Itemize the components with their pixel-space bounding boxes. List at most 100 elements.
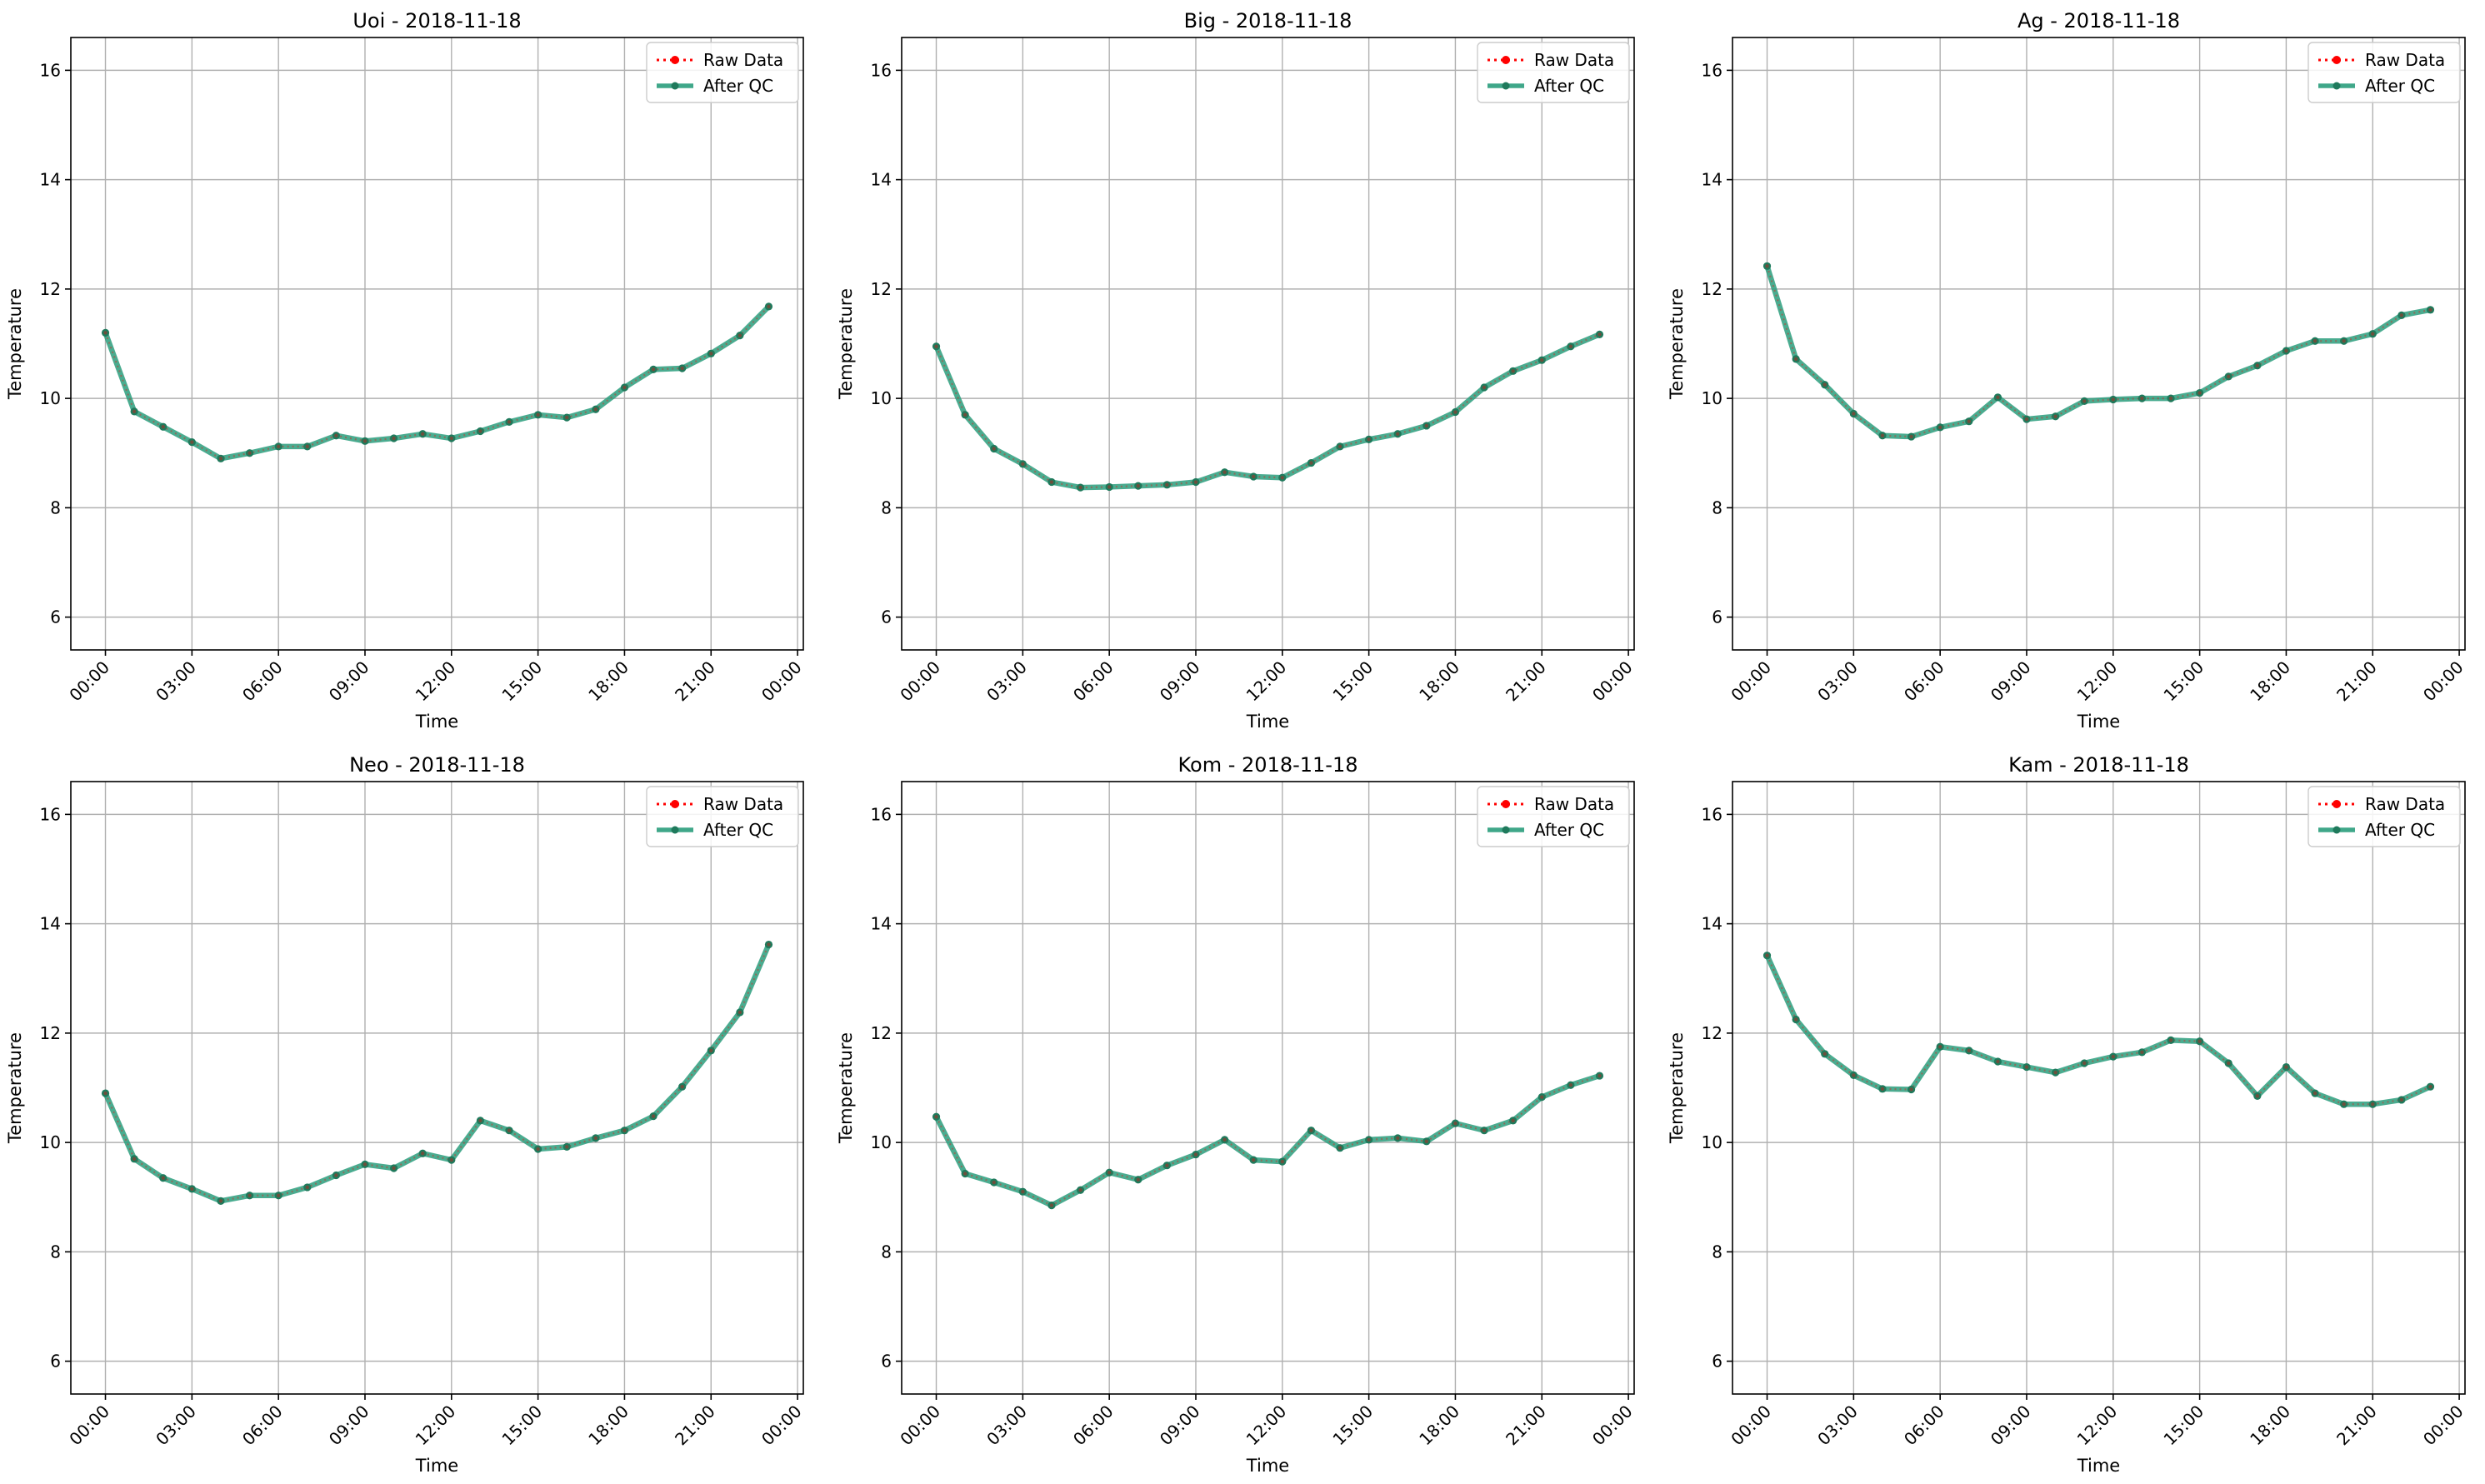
- y-tick-label: 10: [40, 1132, 61, 1152]
- data-point-after-qc: [1451, 407, 1460, 417]
- axes-frame: [1732, 781, 2466, 1395]
- x-tick-label: 21:00: [1502, 1402, 1550, 1450]
- data-point-raw-data: [1021, 1189, 1025, 1194]
- y-tick-label: 16: [40, 804, 61, 824]
- data-point-raw-data: [2168, 396, 2173, 401]
- data-point-raw-data: [2284, 348, 2288, 353]
- data-point-raw-data: [449, 436, 454, 441]
- data-point-after-qc: [2282, 1062, 2291, 1072]
- data-point-raw-data: [1568, 344, 1573, 348]
- data-point-raw-data: [1165, 482, 1169, 487]
- legend-label-after-qc: After QC: [703, 820, 773, 840]
- data-point-after-qc: [1993, 393, 2002, 402]
- legend-label-after-qc: After QC: [2365, 76, 2435, 96]
- data-point-raw-data: [680, 1084, 684, 1089]
- data-point-after-qc: [1162, 1162, 1171, 1170]
- data-point-raw-data: [709, 352, 713, 356]
- data-point-after-qc: [361, 437, 369, 445]
- data-point-after-qc: [2282, 347, 2291, 355]
- data-point-after-qc: [1792, 355, 1800, 363]
- data-point-raw-data: [992, 1180, 996, 1185]
- y-axis-label: Temperature: [1667, 1032, 1687, 1144]
- chart-title: Neo - 2018-11-18: [349, 753, 525, 777]
- data-point-raw-data: [392, 436, 396, 441]
- series-line-raw-data: [104, 944, 770, 1202]
- legend-label-after-qc: After QC: [1534, 76, 1604, 96]
- x-tick-label: 15:00: [1328, 1402, 1377, 1450]
- data-point-after-qc: [1422, 1137, 1431, 1146]
- data-point-after-qc: [2253, 1092, 2262, 1100]
- data-point-raw-data: [1967, 1048, 1971, 1053]
- data-point-raw-data: [962, 412, 968, 417]
- data-point-raw-data: [103, 1091, 108, 1096]
- x-tick-label: 18:00: [584, 1402, 632, 1450]
- data-point-after-qc: [2340, 1100, 2348, 1108]
- y-tick-label: 8: [50, 1242, 61, 1262]
- data-point-raw-data: [680, 366, 684, 371]
- data-point-after-qc: [2167, 394, 2175, 402]
- x-tick-label: 21:00: [671, 657, 719, 706]
- data-point-after-qc: [1162, 481, 1171, 489]
- data-point-after-qc: [188, 1185, 196, 1193]
- data-point-raw-data: [1880, 433, 1885, 437]
- data-point-raw-data: [1367, 437, 1371, 442]
- y-tick-label: 8: [1712, 497, 1722, 517]
- data-point-raw-data: [1909, 434, 1913, 439]
- legend-label-raw-data: Raw Data: [1534, 50, 1614, 70]
- data-point-raw-data: [1078, 1188, 1082, 1192]
- data-point-raw-data: [1598, 332, 1602, 337]
- data-point-after-qc: [2080, 397, 2088, 406]
- data-point-raw-data: [1021, 462, 1025, 467]
- data-point-after-qc: [1076, 1186, 1085, 1194]
- data-point-raw-data: [651, 1114, 656, 1118]
- legend-marker-after-qc: [2332, 82, 2341, 90]
- data-point-raw-data: [1222, 470, 1227, 474]
- data-point-after-qc: [678, 1082, 687, 1091]
- x-tick-label: 00:00: [2419, 1402, 2468, 1450]
- data-point-raw-data: [1996, 1059, 2000, 1064]
- data-point-after-qc: [130, 407, 138, 416]
- data-point-after-qc: [764, 302, 773, 311]
- data-point-after-qc: [736, 332, 744, 340]
- data-point-raw-data: [1049, 1203, 1054, 1207]
- data-point-after-qc: [1307, 1127, 1316, 1135]
- x-tick-label: 00:00: [1588, 657, 1637, 706]
- data-point-after-qc: [2138, 1048, 2147, 1057]
- data-point-after-qc: [217, 1197, 225, 1205]
- legend-marker-raw-data: [2332, 800, 2341, 808]
- legend-marker-after-qc: [1502, 82, 1510, 90]
- data-point-after-qc: [1192, 477, 1200, 487]
- data-point-after-qc: [1018, 460, 1027, 468]
- chart-title: Kom - 2018-11-18: [1178, 753, 1358, 777]
- data-point-raw-data: [1511, 1118, 1515, 1123]
- data-point-after-qc: [707, 1047, 715, 1055]
- series-line-after-qc: [102, 304, 771, 462]
- data-point-after-qc: [2253, 362, 2262, 370]
- y-tick-label: 14: [1702, 914, 1722, 934]
- x-tick-label: 18:00: [1415, 1402, 1463, 1450]
- data-point-after-qc: [1278, 1157, 1287, 1166]
- y-tick-label: 14: [1702, 170, 1722, 190]
- legend-label-raw-data: Raw Data: [703, 794, 783, 814]
- data-point-after-qc: [2368, 330, 2377, 338]
- data-point-raw-data: [1396, 432, 1400, 436]
- data-point-after-qc: [1993, 1057, 2002, 1066]
- data-point-raw-data: [478, 429, 482, 433]
- legend-label-raw-data: Raw Data: [2365, 50, 2445, 70]
- x-axis-label: Time: [1246, 712, 1289, 732]
- data-point-after-qc: [932, 342, 941, 351]
- x-tick-label: 15:00: [498, 657, 546, 706]
- x-tick-label: 18:00: [2246, 657, 2294, 706]
- legend: Raw Data After QC: [2308, 786, 2461, 847]
- x-tick-label: 00:00: [2419, 657, 2468, 706]
- legend-marker-after-qc: [671, 82, 679, 90]
- data-point-after-qc: [534, 1145, 542, 1153]
- data-point-raw-data: [248, 451, 252, 455]
- legend-marker-raw-data: [671, 56, 679, 64]
- data-point-raw-data: [507, 1128, 512, 1132]
- data-point-raw-data: [1540, 357, 1544, 362]
- y-axis-label: Temperature: [1667, 288, 1687, 400]
- x-tick-label: 00:00: [896, 657, 944, 706]
- y-tick-label: 16: [1702, 60, 1722, 80]
- data-point-after-qc: [1821, 1050, 1829, 1058]
